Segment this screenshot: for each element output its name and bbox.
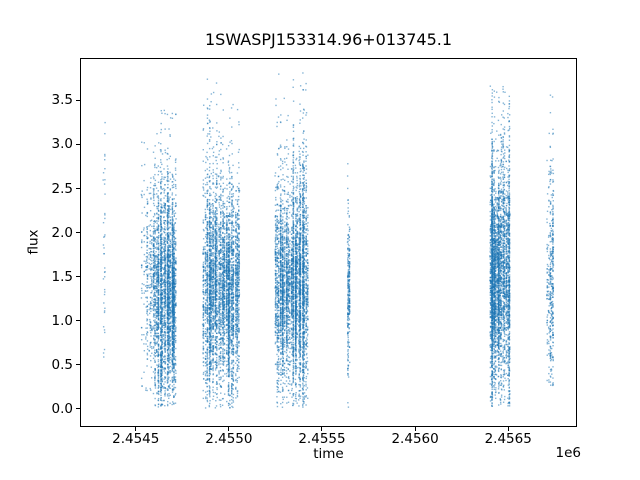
plot-area — [80, 58, 577, 427]
x-tick-mark — [321, 427, 323, 431]
x-tick-mark — [135, 427, 137, 431]
y-tick-label: 3.5 — [51, 92, 73, 109]
chart-title: 1SWASPJ153314.96+013745.1 — [204, 30, 453, 49]
x-tick-label: 2.4545 — [112, 431, 160, 447]
y-tick-label: 0.5 — [51, 356, 73, 373]
y-tick-mark — [76, 276, 80, 278]
y-tick-mark — [76, 320, 80, 322]
x-tick-label: 2.4550 — [205, 431, 253, 447]
scatter-points-canvas — [81, 59, 576, 426]
y-tick-mark — [76, 232, 80, 234]
y-tick-mark — [76, 143, 80, 145]
x-tick-mark — [507, 427, 509, 431]
y-tick-label: 2.0 — [51, 224, 73, 241]
x-tick-mark — [414, 427, 416, 431]
y-tick-mark — [76, 408, 80, 410]
x-axis-offset-label: 1e6 — [555, 445, 581, 461]
y-tick-label: 0.0 — [51, 400, 73, 417]
y-tick-label: 2.5 — [51, 180, 73, 197]
y-tick-mark — [76, 188, 80, 190]
y-tick-label: 1.5 — [51, 268, 73, 285]
x-axis-label: time — [313, 446, 344, 462]
y-axis-label: flux — [25, 229, 42, 255]
y-tick-mark — [76, 364, 80, 366]
x-tick-label: 2.4560 — [391, 431, 439, 447]
y-tick-label: 1.0 — [51, 312, 73, 329]
y-tick-mark — [76, 99, 80, 101]
x-tick-label: 2.4555 — [298, 431, 346, 447]
x-tick-label: 2.4565 — [484, 431, 532, 447]
x-tick-mark — [228, 427, 230, 431]
y-tick-label: 3.0 — [51, 136, 73, 153]
